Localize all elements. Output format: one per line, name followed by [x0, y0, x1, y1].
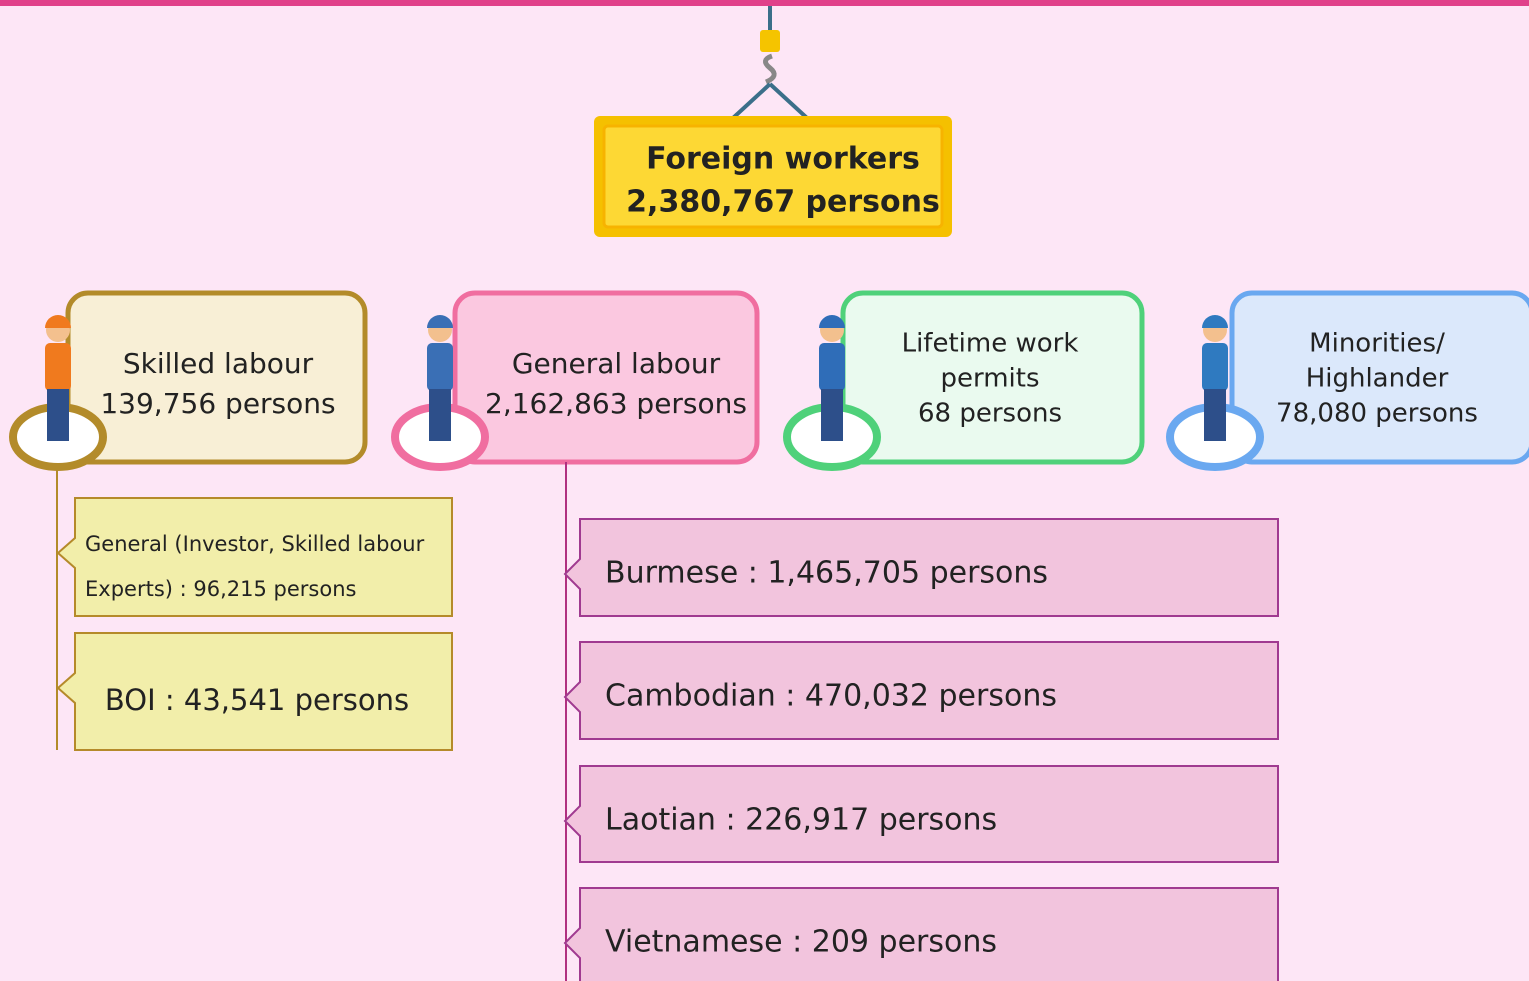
group-label: 139,756 persons: [100, 387, 335, 420]
worker-body: [819, 343, 845, 391]
sub-label: BOI : 43,541 persons: [105, 683, 409, 717]
group-label: Lifetime work: [902, 329, 1079, 359]
group-label: permits: [940, 364, 1039, 394]
group-label: Highlander: [1306, 364, 1449, 394]
worker-legs: [821, 389, 843, 441]
sub-label: Laotian : 226,917 persons: [605, 803, 997, 838]
crane-block: [760, 30, 780, 52]
sub-label: Experts) : 96,215 persons: [85, 577, 356, 601]
sub-label: Burmese : 1,465,705 persons: [605, 556, 1048, 591]
worker-body: [427, 343, 453, 391]
root-count: 2,380,767 persons: [626, 185, 940, 220]
root-label: Foreign workers: [646, 142, 920, 177]
worker-cap: [427, 315, 453, 328]
worker-body: [1202, 343, 1228, 391]
worker-body: [45, 343, 71, 391]
page: Foreign workers 2,380,767 persons Skille…: [0, 0, 1529, 981]
crane-rope: [733, 84, 807, 118]
sub-label: Cambodian : 470,032 persons: [605, 679, 1057, 714]
group-label: 78,080 persons: [1276, 399, 1478, 429]
worker-legs: [429, 389, 451, 441]
worker-cap: [1202, 315, 1228, 328]
group-label: Minorities/: [1309, 329, 1445, 359]
worker-legs: [47, 389, 69, 441]
sub-label: General (Investor, Skilled labour: [85, 532, 425, 556]
sub-label: Vietnamese : 209 persons: [605, 925, 997, 960]
group-label: 2,162,863 persons: [485, 387, 747, 420]
group-label: 68 persons: [918, 399, 1062, 429]
worker-legs: [1204, 389, 1226, 441]
top-border: [0, 0, 1529, 6]
crane-hook: [765, 56, 774, 82]
group-label: General labour: [512, 347, 721, 380]
diagram: Foreign workers 2,380,767 persons Skille…: [0, 0, 1529, 981]
group-label: Skilled labour: [123, 347, 314, 380]
